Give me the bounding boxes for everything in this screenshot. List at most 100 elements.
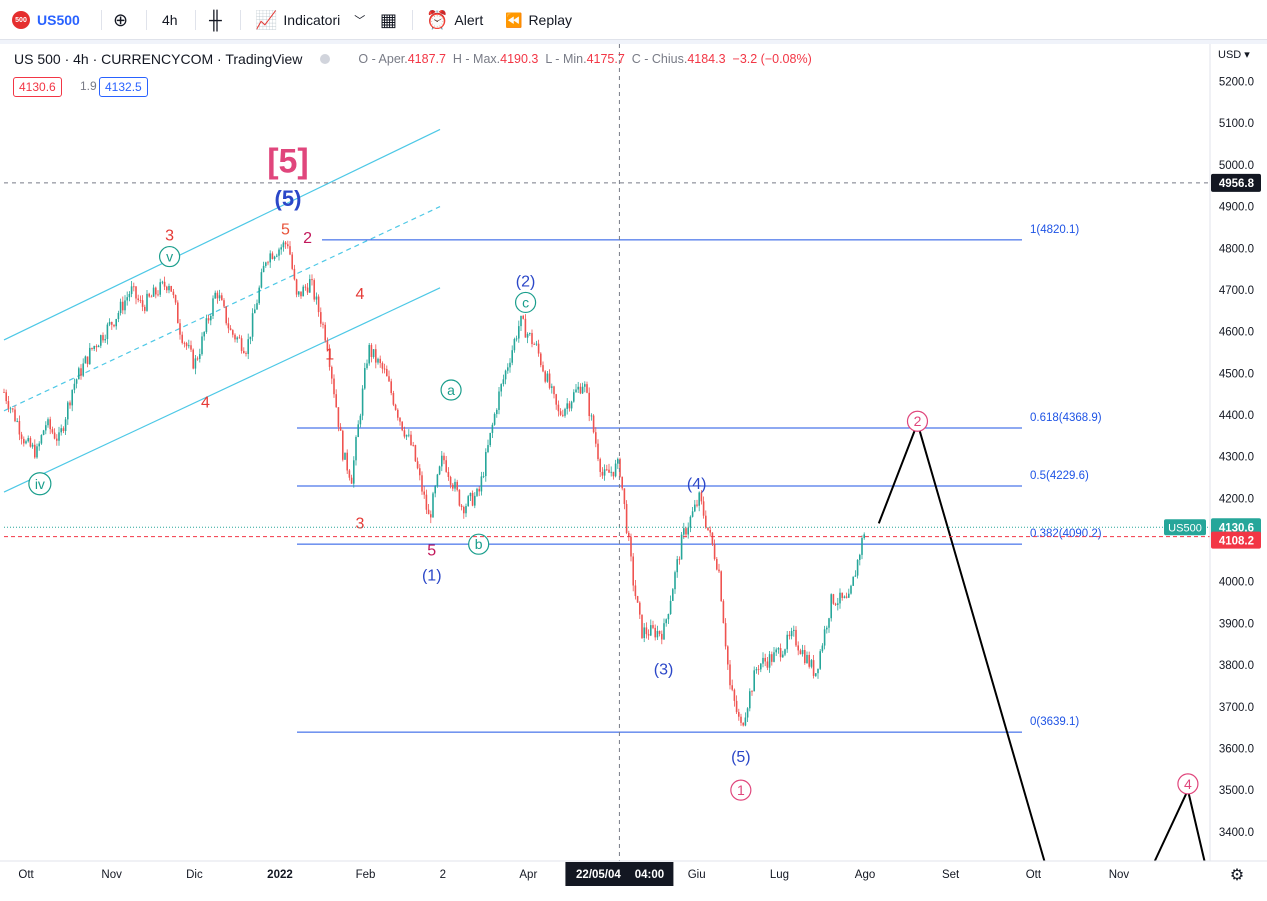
candle-body	[366, 363, 368, 369]
candle-body	[619, 458, 621, 477]
low-value: 4175.7	[586, 52, 625, 66]
candle-body	[793, 629, 795, 631]
candle-body	[262, 265, 265, 273]
replay-button[interactable]: ⏪ Replay	[505, 0, 572, 40]
candle-body	[623, 488, 626, 505]
candle-body	[452, 484, 454, 489]
crosshair-price-tag	[1211, 173, 1261, 192]
alert-button[interactable]: ⏰ Alert	[426, 0, 483, 40]
candle-body	[9, 408, 12, 410]
candle-body	[559, 411, 562, 415]
candle-body	[260, 272, 263, 288]
interval-button[interactable]: 4h	[162, 0, 178, 40]
candle-body	[694, 504, 696, 512]
candle-body	[278, 249, 280, 256]
candle-body	[394, 404, 397, 410]
candle-body	[201, 336, 203, 355]
chart-type-button[interactable]: ╫	[209, 0, 228, 40]
candle-body	[313, 280, 315, 300]
candle-body	[212, 298, 214, 316]
candle-body	[379, 358, 381, 364]
wave-label: 4	[356, 286, 365, 303]
candle-body	[58, 432, 60, 441]
ask-price-label: 4108.2	[1219, 536, 1254, 548]
candle-body	[122, 301, 124, 311]
low-label: L - Min.	[545, 52, 587, 66]
candle-body	[196, 358, 199, 360]
candle-body	[707, 527, 709, 530]
candle-body	[258, 287, 260, 304]
candle-body	[474, 495, 476, 506]
candle-body	[696, 504, 698, 506]
price-tick-label: 4700.0	[1219, 285, 1254, 297]
price-axis: 3400.0 3500.0 3600.0 3700.0 3800.0 3900.0 4000…	[1164, 44, 1267, 861]
add-symbol-button[interactable]: ⊕	[113, 0, 134, 40]
layouts-button[interactable]: ▦	[380, 0, 403, 40]
candle-body	[839, 592, 841, 604]
candle-body	[170, 285, 172, 292]
candle-body	[702, 501, 705, 516]
ask-price-box[interactable]: 4132.5	[99, 77, 148, 97]
candle-body	[445, 460, 447, 472]
candle-body	[302, 286, 304, 297]
candle-body	[777, 648, 780, 650]
candle-body	[843, 596, 846, 598]
candle-body	[111, 322, 113, 325]
candle-body	[234, 334, 236, 340]
candle-body	[744, 717, 747, 726]
candle-body	[73, 383, 76, 390]
candle-body	[229, 328, 232, 331]
candle-body	[652, 625, 654, 628]
candle-body	[425, 494, 428, 510]
candle-body	[573, 392, 575, 402]
candle-body	[522, 315, 524, 319]
candle-body	[823, 629, 826, 646]
candle-body	[289, 246, 291, 255]
candle-body	[841, 592, 843, 598]
bid-price-box[interactable]: 4130.6	[13, 77, 62, 97]
symbol-selector[interactable]: 500 US500	[12, 0, 80, 40]
currency-selector[interactable]: USD ▾	[1218, 49, 1250, 61]
wave-label: 2	[914, 413, 922, 429]
candle-body	[850, 585, 852, 594]
candle-body	[632, 556, 634, 586]
candle-body	[731, 685, 733, 690]
projection-path-2	[1153, 787, 1206, 862]
wave-label: (4)	[687, 476, 707, 493]
candle-body	[194, 358, 197, 369]
candle-body	[861, 538, 863, 555]
candle-body	[641, 614, 643, 639]
candle-body	[7, 401, 10, 409]
candle-body	[788, 634, 791, 637]
candle-body	[249, 336, 252, 340]
candle-body	[460, 505, 463, 507]
candle-body	[500, 384, 502, 392]
candle-body	[610, 471, 612, 473]
candle-body	[441, 455, 443, 467]
candle-body	[298, 291, 300, 295]
time-tick-label: Dic	[186, 869, 203, 881]
candle-body	[78, 368, 80, 380]
price-tick-label: 4600.0	[1219, 327, 1254, 339]
change-value: −3.2 (−0.08%)	[732, 52, 812, 66]
candle-body	[786, 634, 788, 650]
indicators-button[interactable]: 📈 Indicatori ﹀	[255, 0, 365, 40]
settings-gear-icon[interactable]: ⚙	[1230, 867, 1244, 884]
candle-body	[49, 419, 51, 430]
candle-body	[342, 430, 344, 460]
legend-options-icon[interactable]	[320, 54, 331, 64]
candle-body	[504, 370, 507, 380]
price-tick-label: 3900.0	[1219, 618, 1254, 630]
candle-body	[18, 421, 21, 435]
candle-body	[757, 669, 760, 671]
candle-body	[421, 475, 423, 492]
candle-body	[36, 446, 38, 458]
wave-circle	[1177, 773, 1199, 795]
candle-body	[423, 491, 425, 495]
candle-body	[779, 648, 782, 658]
candle-body	[192, 349, 194, 369]
candle-body	[361, 388, 364, 416]
candle-body	[331, 366, 333, 379]
candle-body	[62, 428, 65, 432]
